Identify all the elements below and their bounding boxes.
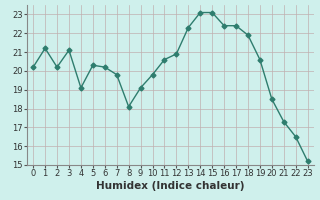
X-axis label: Humidex (Indice chaleur): Humidex (Indice chaleur) [96,181,245,191]
